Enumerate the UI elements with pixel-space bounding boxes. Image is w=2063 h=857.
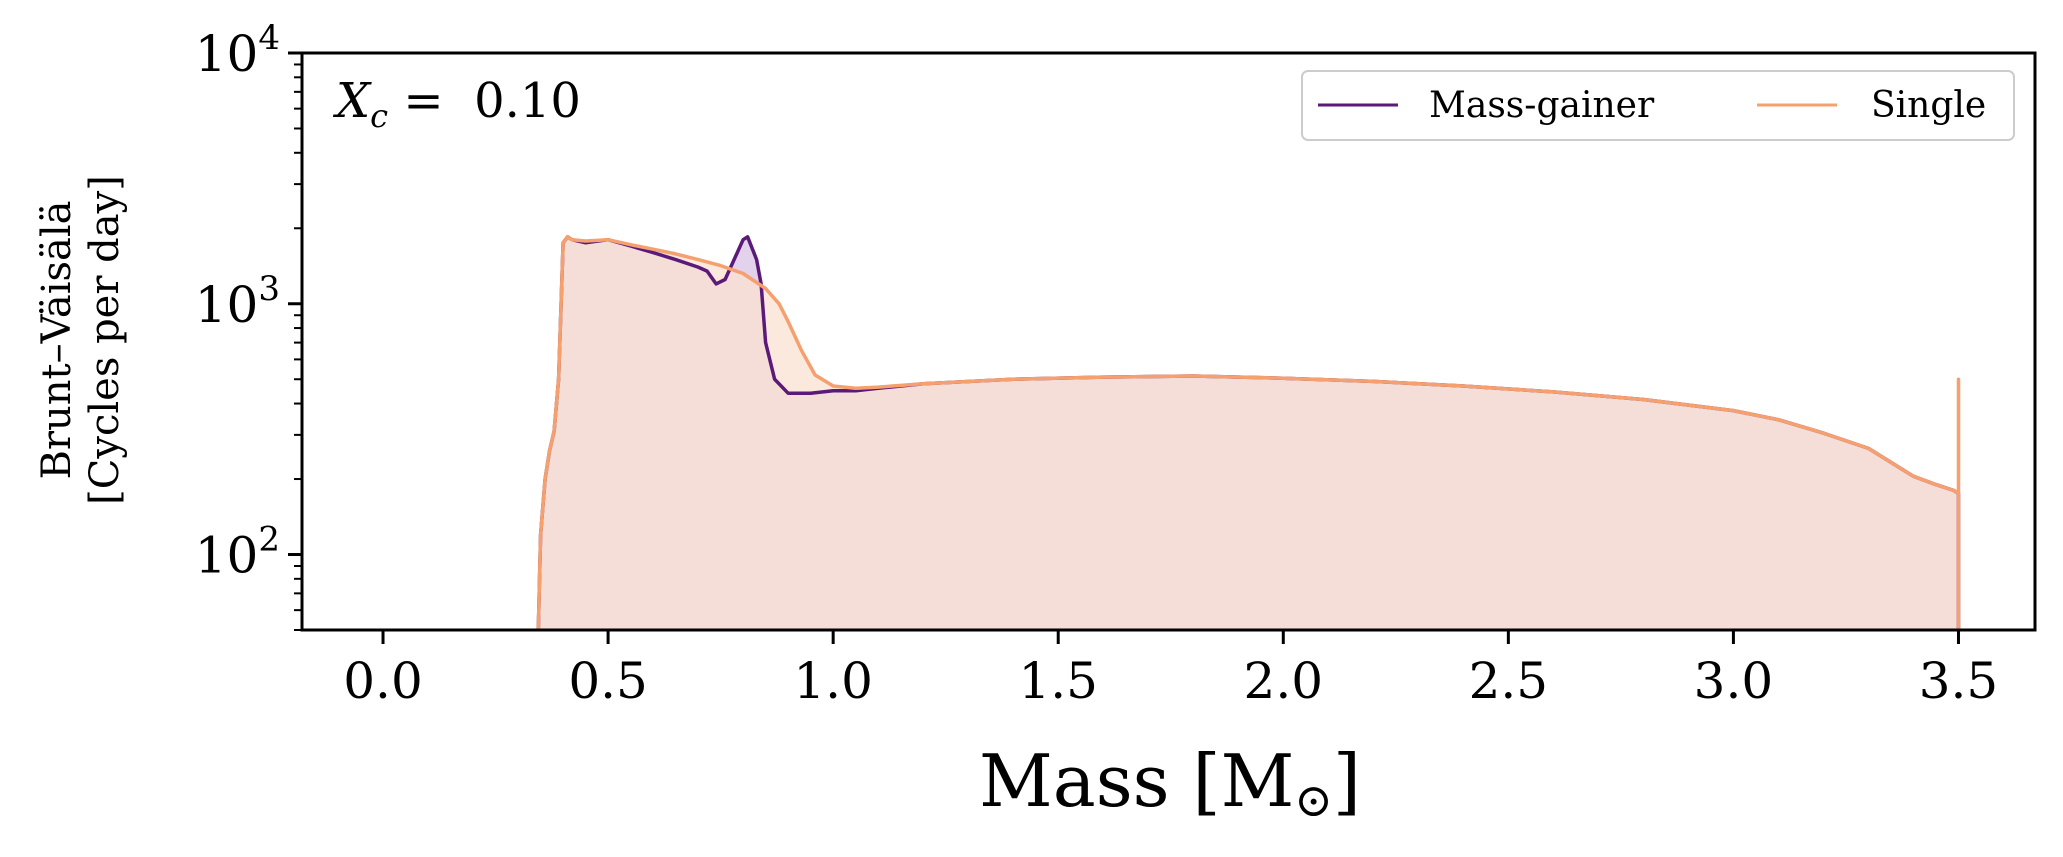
y-axis-ticks: 102 103 104 <box>195 18 302 631</box>
annotation-equals: = <box>388 73 474 129</box>
y-axis-title-line2: [Cycles per day] <box>82 175 128 505</box>
x-tick-label: 3.5 <box>1919 652 1999 710</box>
x-tick-label: 3.0 <box>1694 652 1774 710</box>
plot-frame <box>300 51 2037 632</box>
x-axis-title: Mass [M⊙] <box>979 739 1361 827</box>
x-tick-label: 1.5 <box>1018 652 1098 710</box>
x-axis-title-suffix: ] <box>1333 739 1361 823</box>
annotation-variable: X <box>332 73 372 129</box>
legend-label-mass-gainer: Mass-gainer <box>1429 85 1655 126</box>
x-axis-ticks: 0.0 0.5 1.0 1.5 2.0 2.5 3.0 3.5 <box>343 630 1998 710</box>
legend: Mass-gainer Single <box>1301 70 2015 141</box>
x-axis-title-symbol: ⊙ <box>1294 773 1333 827</box>
x-tick-label: 2.5 <box>1469 652 1549 710</box>
x-tick-label: 0.5 <box>568 652 648 710</box>
annotation-subscript: c <box>370 97 388 135</box>
annotation-value: 0.10 <box>474 73 581 129</box>
series-line-single <box>536 235 1961 631</box>
y-tick-label: 104 <box>195 18 280 83</box>
series-fill-single <box>538 236 1959 631</box>
y-tick-label: 103 <box>195 269 280 334</box>
legend-label-single: Single <box>1871 85 1986 126</box>
series-fills <box>538 236 1959 631</box>
series-lines <box>536 235 1961 631</box>
y-tick-label: 102 <box>195 520 280 585</box>
x-tick-label: 0.0 <box>343 652 423 710</box>
y-axis-title-line1: Brunt–Väisälä <box>34 201 80 480</box>
x-tick-label: 2.0 <box>1244 652 1324 710</box>
x-axis-title-text: Mass [M <box>979 739 1294 823</box>
x-tick-label: 1.0 <box>793 652 873 710</box>
legend-box <box>1301 70 2015 141</box>
xc-annotation: Xc = 0.10 <box>332 73 581 135</box>
